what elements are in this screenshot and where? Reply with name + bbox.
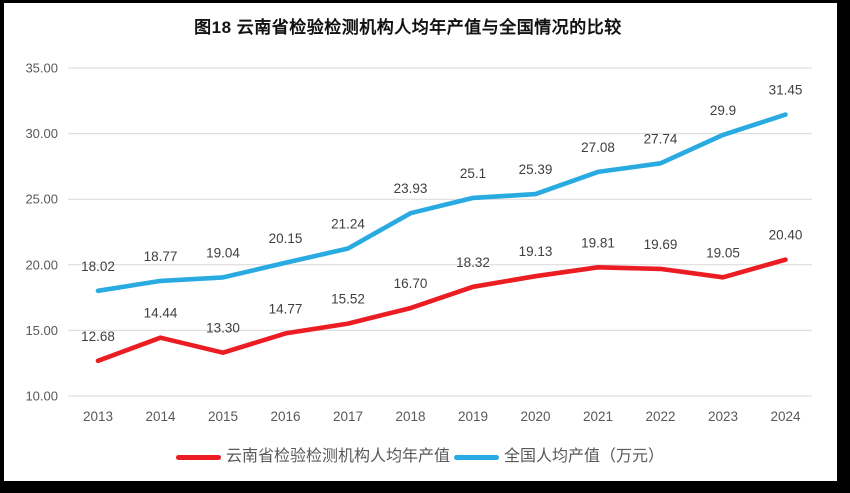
chart-legend: 云南省检验检测机构人均年产值 全国人均产值（万元） (0, 446, 840, 468)
y-axis-tick-label: 20.00 (25, 257, 58, 272)
x-axis-tick-label: 2016 (270, 409, 300, 424)
series-line-1 (95, 112, 788, 294)
data-label-series-1: 23.93 (394, 181, 428, 196)
legend-swatch-blue-line (454, 454, 499, 460)
x-axis-tick-label: 2023 (708, 409, 738, 424)
data-label-series-1: 27.74 (644, 131, 678, 146)
data-label-series-0: 19.13 (519, 244, 553, 259)
x-axis-tick-label: 2015 (208, 409, 238, 424)
x-axis-tick-label: 2013 (83, 409, 113, 424)
data-label-series-0: 19.69 (644, 237, 678, 252)
x-axis-tick-label: 2024 (770, 409, 801, 424)
data-label-series-0: 12.68 (81, 329, 115, 344)
x-axis-tick-label: 2022 (645, 409, 675, 424)
y-axis-tick-label: 15.00 (25, 323, 58, 338)
data-label-series-0: 14.77 (269, 301, 303, 316)
data-label-series-0: 20.40 (769, 228, 803, 243)
data-label-series-0: 19.81 (581, 235, 615, 250)
data-label-series-0: 18.32 (456, 255, 490, 270)
x-axis-tick-label: 2021 (583, 409, 613, 424)
y-axis-tick-label: 35.00 (25, 61, 58, 76)
legend-label-yunnan: 云南省检验检测机构人均年产值 (225, 448, 450, 465)
data-label-series-0: 14.44 (144, 306, 178, 321)
data-label-series-1: 21.24 (331, 217, 365, 232)
x-axis-tick-label: 2020 (520, 409, 550, 424)
series-line-0 (95, 257, 788, 364)
data-label-series-1: 25.39 (519, 162, 553, 177)
data-label-series-0: 13.30 (206, 321, 240, 336)
y-axis-tick-label: 25.00 (25, 192, 58, 207)
data-label-series-1: 27.08 (581, 140, 615, 155)
y-axis-tick-label: 10.00 (25, 389, 58, 404)
chart-page (4, 3, 837, 481)
legend-item-yunnan: 云南省检验检测机构人均年产值 (175, 448, 450, 465)
data-label-series-1: 20.15 (269, 231, 303, 246)
data-label-series-0: 15.52 (331, 292, 365, 307)
data-label-series-0: 19.05 (706, 245, 740, 260)
data-label-series-1: 29.9 (710, 103, 736, 118)
y-axis-tick-label: 30.00 (25, 126, 58, 141)
x-axis-tick-label: 2019 (458, 409, 488, 424)
data-label-series-1: 25.1 (460, 166, 486, 181)
chart-title: 图18 云南省检验检测机构人均年产值与全国情况的比较 (194, 18, 622, 37)
data-label-series-1: 18.77 (144, 249, 178, 264)
legend-label-national: 全国人均产值（万元） (504, 448, 665, 465)
data-label-series-0: 16.70 (394, 276, 428, 291)
x-axis-tick-label: 2014 (145, 409, 176, 424)
data-label-series-1: 31.45 (769, 83, 803, 98)
x-axis-tick-label: 2018 (395, 409, 425, 424)
data-label-series-1: 18.02 (81, 259, 115, 274)
legend-item-national: 全国人均产值（万元） (454, 449, 664, 465)
legend-swatch-red-line (175, 454, 221, 460)
data-label-series-1: 19.04 (206, 245, 240, 260)
x-axis-tick-label: 2017 (333, 409, 363, 424)
